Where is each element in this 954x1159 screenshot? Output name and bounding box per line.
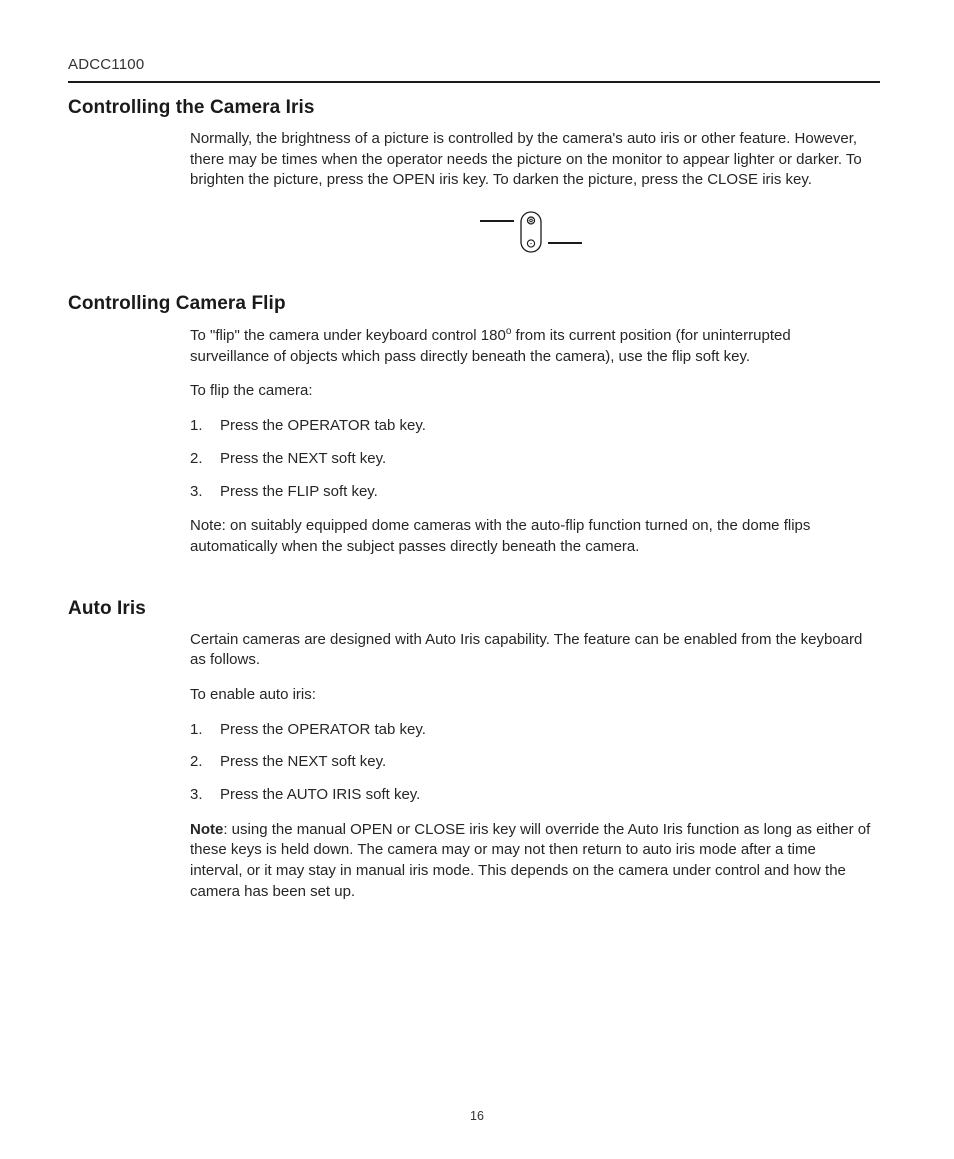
note-body: : using the manual OPEN or CLOSE iris ke… [190, 821, 870, 900]
heading-auto-iris: Auto Iris [68, 598, 880, 620]
section-controlling-camera-iris: Controlling the Camera Iris Normally, th… [68, 97, 880, 253]
list-text: Press the NEXT soft key. [220, 752, 386, 773]
list-number: 3. [190, 482, 220, 503]
list-number: 3. [190, 785, 220, 806]
list-item: 3. Press the AUTO IRIS soft key. [190, 785, 872, 806]
heading-controlling-camera-flip: Controlling Camera Flip [68, 293, 880, 315]
list-text: Press the AUTO IRIS soft key. [220, 785, 420, 806]
section-auto-iris: Auto Iris Certain cameras are designed w… [68, 598, 880, 903]
list-text: Press the NEXT soft key. [220, 449, 386, 470]
figure-lead-line-left [480, 220, 514, 221]
paragraph: To "flip" the camera under keyboard cont… [190, 325, 872, 367]
list-number: 1. [190, 416, 220, 437]
steps-list-auto-iris: 1. Press the OPERATOR tab key. 2. Press … [190, 720, 872, 806]
note-label: Note [190, 821, 223, 838]
lead-in: To flip the camera: [190, 381, 872, 402]
list-text: Press the OPERATOR tab key. [220, 416, 426, 437]
text-run: To "flip" the camera under keyboard cont… [190, 327, 506, 344]
list-text: Press the OPERATOR tab key. [220, 720, 426, 741]
list-number: 2. [190, 449, 220, 470]
note-paragraph: Note: on suitably equipped dome cameras … [190, 516, 872, 557]
body-controlling-camera-flip: To "flip" the camera under keyboard cont… [190, 325, 872, 558]
document-id: ADCC1100 [68, 56, 880, 73]
steps-list-flip: 1. Press the OPERATOR tab key. 2. Press … [190, 416, 872, 502]
list-item: 1. Press the OPERATOR tab key. [190, 416, 872, 437]
page-footer: 16 [0, 1107, 954, 1125]
header-rule [68, 81, 880, 83]
lead-in: To enable auto iris: [190, 685, 872, 706]
list-item: 1. Press the OPERATOR tab key. [190, 720, 872, 741]
section-controlling-camera-flip: Controlling Camera Flip To "flip" the ca… [68, 293, 880, 558]
list-item: 2. Press the NEXT soft key. [190, 449, 872, 470]
iris-key-figure [190, 211, 872, 253]
list-item: 3. Press the FLIP soft key. [190, 482, 872, 503]
note-paragraph: Note: using the manual OPEN or CLOSE iri… [190, 820, 872, 903]
list-item: 2. Press the NEXT soft key. [190, 752, 872, 773]
heading-controlling-camera-iris: Controlling the Camera Iris [68, 97, 880, 119]
page-number: 16 [470, 1109, 484, 1123]
body-auto-iris: Certain cameras are designed with Auto I… [190, 630, 872, 903]
paragraph: Normally, the brightness of a picture is… [190, 129, 872, 191]
iris-rocker-key-icon [520, 211, 542, 253]
list-number: 1. [190, 720, 220, 741]
paragraph: Certain cameras are designed with Auto I… [190, 630, 872, 671]
list-number: 2. [190, 752, 220, 773]
list-text: Press the FLIP soft key. [220, 482, 378, 503]
figure-lead-line-right [548, 242, 582, 243]
page-header: ADCC1100 [68, 56, 880, 83]
body-controlling-camera-iris: Normally, the brightness of a picture is… [190, 129, 872, 253]
